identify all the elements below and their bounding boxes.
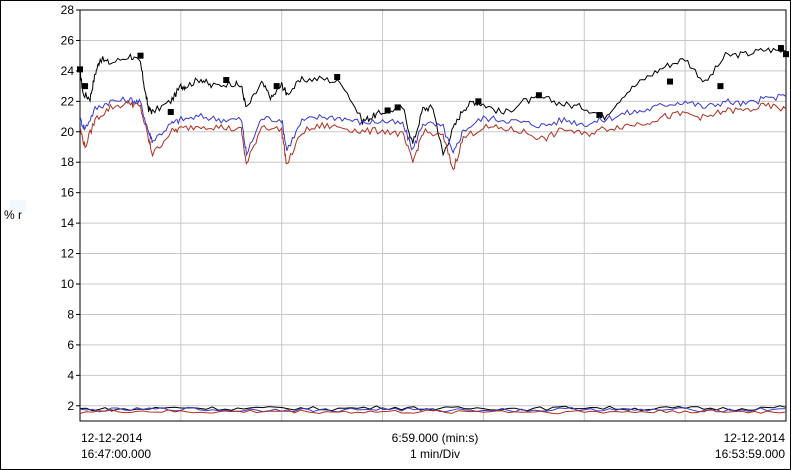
end-date: 12-12-2014 <box>723 431 785 445</box>
y-tick-label: 16 <box>61 186 75 200</box>
plot-area <box>79 9 787 422</box>
y-axis-label: % r <box>4 208 22 222</box>
series-marker <box>596 112 603 119</box>
span-label: 6:59.000 (min:s) <box>391 431 479 445</box>
series-marker <box>273 83 280 90</box>
series-marker <box>783 51 789 58</box>
start-time: 16:47:00.000 <box>81 447 152 461</box>
series-marker <box>167 108 174 115</box>
y-tick-label: 14 <box>61 216 75 230</box>
series-marker <box>334 73 341 80</box>
series-line-5 <box>79 406 787 413</box>
series-marker <box>667 78 674 85</box>
ghost-text: ▒▒ <box>10 200 27 212</box>
series-line-6 <box>79 409 787 415</box>
y-tick-label: 8 <box>67 307 74 321</box>
series-marker <box>137 52 144 59</box>
footer-start: 12-12-2014 16:47:00.000 <box>81 430 151 462</box>
y-tick-label: 22 <box>61 94 75 108</box>
y-tick-label: 2 <box>67 399 74 413</box>
series-line-4 <box>79 405 787 412</box>
series-marker <box>394 104 401 111</box>
series-marker <box>223 77 230 84</box>
end-time: 16:53:59.000 <box>714 447 785 461</box>
series-marker <box>717 83 724 90</box>
y-tick-label: 26 <box>61 33 75 47</box>
y-tick-label: 28 <box>61 3 75 17</box>
series-marker <box>535 92 542 99</box>
y-tick-label: 20 <box>61 125 75 139</box>
footer-end: 12-12-2014 16:53:59.000 <box>715 430 785 462</box>
series-marker <box>77 66 83 73</box>
series-line-2 <box>79 93 787 157</box>
series-marker <box>82 83 89 90</box>
series-marker <box>384 107 391 114</box>
y-tick-label: 12 <box>61 247 75 261</box>
series-line-1 <box>79 47 787 157</box>
series-marker <box>475 98 482 105</box>
series-marker <box>777 45 784 52</box>
y-tick-label: 18 <box>61 155 75 169</box>
scale-label: 1 min/Div <box>409 447 460 461</box>
y-tick-label: 10 <box>61 277 75 291</box>
y-tick-label: 6 <box>67 338 74 352</box>
y-tick-label: 4 <box>67 368 74 382</box>
start-date: 12-12-2014 <box>81 431 143 445</box>
y-tick-label: 24 <box>61 64 75 78</box>
series-line-3 <box>79 99 787 171</box>
footer-span: 6:59.000 (min:s) 1 min/Div <box>350 430 520 462</box>
